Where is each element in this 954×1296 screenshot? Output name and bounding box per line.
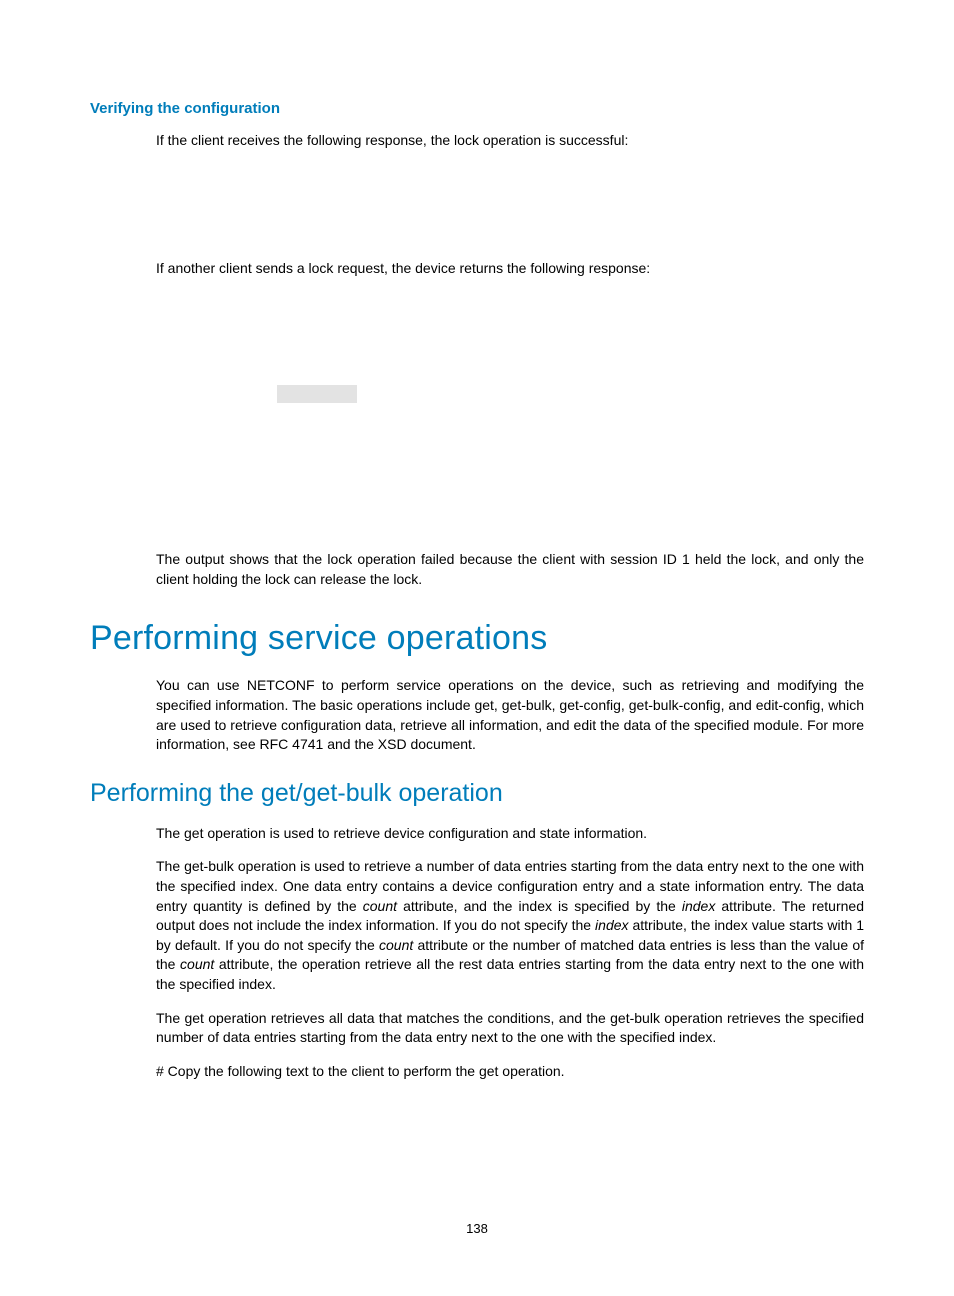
- paragraph: You can use NETCONF to perform service o…: [90, 676, 864, 754]
- blank-region: [90, 165, 864, 259]
- blank-region: [90, 292, 864, 550]
- section-heading-performing-service: Performing service operations: [90, 619, 864, 658]
- section-heading-get-bulk: Performing the get/get-bulk operation: [90, 779, 864, 808]
- document-page: Verifying the configuration If the clien…: [0, 0, 954, 1296]
- paragraph: The output shows that the lock operation…: [90, 550, 864, 589]
- text: attribute, the operation retrieve all th…: [156, 956, 864, 992]
- redacted-block: [277, 385, 357, 403]
- paragraph: If the client receives the following res…: [90, 131, 864, 151]
- paragraph: # Copy the following text to the client …: [90, 1062, 864, 1082]
- italic-term: count: [379, 937, 413, 953]
- italic-term: count: [363, 898, 397, 914]
- paragraph: The get operation is used to retrieve de…: [90, 824, 864, 844]
- paragraph: If another client sends a lock request, …: [90, 259, 864, 279]
- italic-term: index: [682, 898, 715, 914]
- italic-term: index: [595, 917, 628, 933]
- paragraph: The get operation retrieves all data tha…: [90, 1009, 864, 1048]
- page-number: 138: [0, 1221, 954, 1236]
- paragraph: The get-bulk operation is used to retrie…: [90, 857, 864, 994]
- section-heading-verifying: Verifying the configuration: [90, 100, 864, 117]
- text: attribute, and the index is specified by…: [397, 898, 682, 914]
- italic-term: count: [180, 956, 214, 972]
